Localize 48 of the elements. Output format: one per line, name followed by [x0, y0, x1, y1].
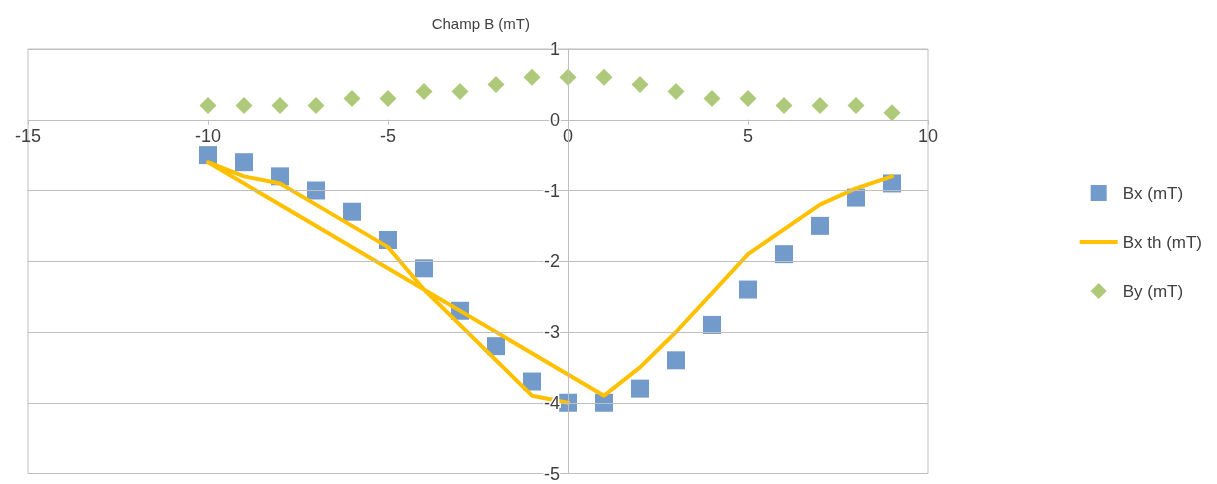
point — [307, 181, 325, 200]
x-tick-label: -5 — [379, 126, 397, 147]
x-tick-label: 0 — [562, 126, 574, 147]
point — [379, 90, 397, 108]
point — [415, 259, 433, 278]
y-axis-title: Champ B (mT) — [431, 15, 530, 32]
y-tick-label: -1 — [543, 180, 560, 201]
point — [739, 90, 757, 108]
point — [235, 153, 253, 172]
point — [487, 337, 505, 356]
x-tick-label: 10 — [917, 126, 939, 147]
point — [775, 97, 793, 115]
point — [631, 75, 649, 93]
legend-label: By (mT) — [1122, 281, 1184, 301]
point — [775, 245, 793, 264]
y-tick-label: 0 — [549, 109, 560, 130]
point — [523, 68, 541, 86]
point — [631, 379, 649, 398]
point — [703, 315, 721, 334]
point — [199, 97, 217, 115]
point — [703, 90, 721, 108]
x-tick-label: -15 — [14, 126, 42, 147]
point — [307, 97, 325, 115]
point — [667, 82, 685, 100]
point — [451, 82, 469, 100]
y-tick-label: -2 — [543, 251, 560, 272]
point — [883, 104, 901, 122]
x-tick-label: 5 — [742, 126, 754, 147]
legend-label: Bx th (mT) — [1122, 232, 1203, 252]
point — [343, 202, 361, 221]
point — [667, 351, 685, 370]
point — [847, 97, 865, 115]
point — [271, 97, 289, 115]
point — [487, 75, 505, 93]
point — [739, 280, 757, 299]
point — [415, 82, 433, 100]
point — [595, 68, 613, 86]
point — [343, 90, 361, 108]
point — [199, 146, 217, 165]
point — [811, 216, 829, 235]
y-tick-label: -5 — [543, 463, 560, 484]
y-tick-label: -3 — [543, 322, 560, 342]
x-tick-label: -10 — [194, 126, 222, 147]
y-tick-label: 1 — [549, 39, 560, 59]
point — [235, 97, 253, 115]
legend-label: Bx (mT) — [1122, 183, 1184, 203]
point — [523, 372, 541, 391]
point — [811, 97, 829, 115]
